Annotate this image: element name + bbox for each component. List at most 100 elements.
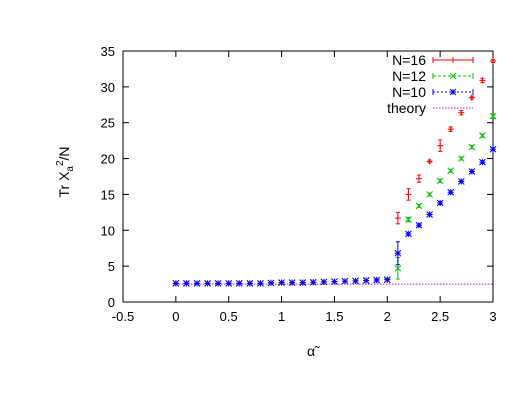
data-point: [362, 277, 370, 284]
data-point: [436, 177, 444, 185]
data-point: [479, 158, 486, 166]
marker-stroke: [468, 143, 476, 151]
data-point: [426, 191, 433, 198]
marker-stroke: [320, 278, 328, 286]
marker-stroke: [447, 188, 455, 196]
y-axis-label: Tr Xa2/N: [55, 146, 76, 197]
data-point: [489, 112, 497, 120]
marker-stroke: [405, 230, 412, 238]
legend-label: N=12: [392, 68, 426, 84]
legend-entry: N=12: [392, 68, 474, 84]
marker-stroke: [257, 280, 264, 287]
marker-stroke: [415, 202, 423, 210]
x-tick-label: -0.5: [112, 309, 134, 324]
y-tick-label: 35: [101, 44, 115, 59]
marker-stroke: [235, 280, 243, 287]
legend-label: N=16: [392, 52, 426, 68]
data-point: [394, 215, 401, 222]
data-point: [299, 279, 307, 286]
data-point: [490, 58, 496, 65]
data-point: [468, 168, 476, 175]
y-tick-label: 20: [101, 152, 115, 167]
data-point: [235, 280, 243, 287]
data-point: [447, 126, 454, 133]
marker-stroke: [225, 280, 233, 287]
data-point: [489, 145, 497, 153]
x-tick-label: 3: [489, 309, 496, 324]
data-point: [320, 278, 328, 286]
marker-stroke: [394, 249, 402, 257]
data-point: [183, 280, 190, 287]
y-axis-label-sub: a: [65, 166, 76, 172]
y-tick-label: 25: [101, 116, 115, 131]
marker-stroke: [267, 279, 275, 287]
marker-stroke: [193, 280, 201, 287]
marker-stroke: [426, 211, 433, 218]
marker-stroke: [449, 88, 457, 96]
data-point: [204, 280, 211, 287]
marker-stroke: [362, 277, 370, 284]
data-point: [468, 143, 476, 151]
x-axis-label: α̃: [307, 343, 320, 359]
marker-stroke: [394, 264, 402, 272]
data-point: [457, 178, 465, 185]
marker-stroke: [299, 279, 307, 286]
marker-stroke: [352, 277, 359, 285]
data-point: [426, 211, 433, 218]
marker-stroke: [309, 278, 317, 286]
data-point: [479, 132, 486, 139]
marker-stroke: [479, 132, 486, 139]
data-point: [405, 191, 412, 198]
data-point: [479, 77, 486, 84]
data-point: [447, 167, 455, 175]
y-tick-label: 30: [101, 80, 115, 95]
series-n10: [172, 145, 497, 287]
marker-stroke: [457, 178, 465, 185]
data-point: [383, 276, 391, 284]
marker-stroke: [449, 72, 457, 80]
y-axis-label-tail: /N: [56, 146, 72, 160]
data-point: [436, 199, 444, 207]
marker-stroke: [426, 191, 433, 198]
legend-label: N=10: [392, 84, 426, 100]
x-tick-label: 2.5: [431, 309, 449, 324]
data-point: [246, 280, 254, 287]
x-tick-label: 0: [172, 309, 179, 324]
data-point: [415, 202, 423, 210]
data-point: [416, 175, 422, 182]
legend-marker: [449, 72, 457, 80]
marker-stroke: [373, 276, 381, 284]
marker-stroke: [405, 216, 412, 223]
marker-stroke: [288, 279, 296, 286]
data-point: [405, 216, 412, 223]
y-tick-label: 0: [108, 295, 115, 310]
data-point: [331, 278, 338, 285]
data-point: [447, 188, 455, 196]
marker-stroke: [489, 145, 497, 153]
y-axis-label-main: Tr X: [56, 171, 72, 198]
data-point: [415, 221, 423, 229]
marker-stroke: [436, 177, 444, 185]
x-tick-label: 0.5: [220, 309, 238, 324]
data-point: [309, 278, 317, 286]
marker-stroke: [331, 278, 338, 285]
data-point: [225, 280, 233, 287]
data-point: [426, 158, 433, 165]
data-point: [394, 249, 402, 257]
marker-stroke: [479, 158, 486, 166]
marker-stroke: [214, 280, 222, 287]
data-point: [341, 277, 349, 285]
marker-stroke: [383, 276, 391, 284]
marker-stroke: [172, 280, 180, 287]
data-point: [172, 280, 180, 287]
x-tick-label: 1: [278, 309, 285, 324]
data-point: [257, 280, 264, 287]
x-tick-label: 1.5: [325, 309, 343, 324]
legend-entry: theory: [387, 100, 473, 116]
y-tick-label: 15: [101, 187, 115, 202]
data-point: [267, 279, 275, 287]
marker-stroke: [183, 280, 190, 287]
x-tick-label: 2: [384, 309, 391, 324]
data-point: [437, 142, 444, 149]
